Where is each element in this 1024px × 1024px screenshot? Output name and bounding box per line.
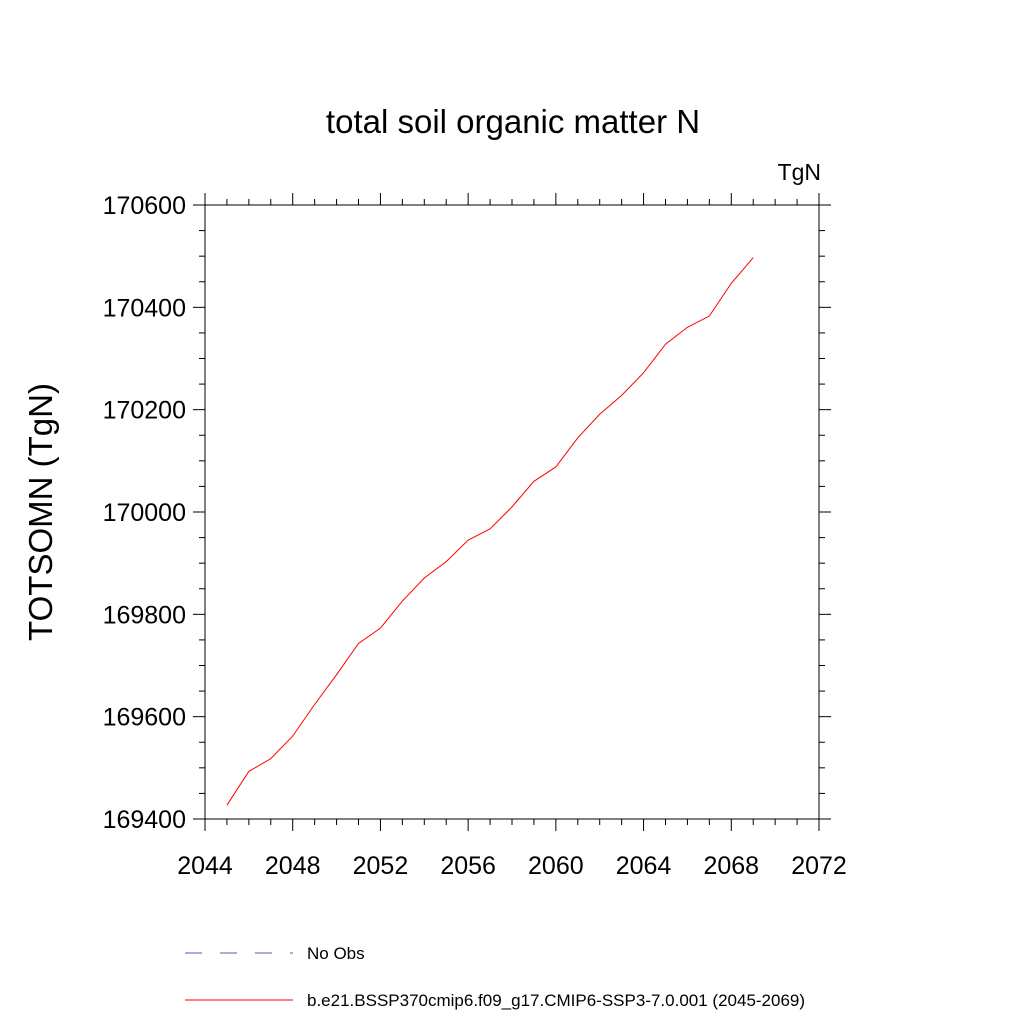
axis-ticks: [193, 193, 831, 831]
y-tick-label: 170200: [103, 397, 186, 425]
legend-label-ssp370: b.e21.BSSP370cmip6.f09_g17.CMIP6-SSP3-7.…: [307, 991, 805, 1010]
y-tick-label: 169400: [103, 806, 186, 834]
series-line-1: [226, 257, 754, 806]
x-tick-label: 2048: [265, 852, 321, 880]
x-tick-label: 2060: [528, 852, 584, 880]
units-label: TgN: [778, 159, 821, 185]
x-tick-label: 2072: [791, 852, 847, 880]
x-tick-label: 2068: [703, 852, 759, 880]
x-tick-label: 2064: [616, 852, 672, 880]
legend-label-no-obs: No Obs: [307, 944, 365, 963]
y-tick-label: 170000: [103, 499, 186, 527]
plot-frame: [204, 204, 820, 820]
y-tick-label: 170400: [103, 294, 186, 322]
plot-series: [226, 257, 754, 806]
y-axis-title: TOTSOMN (TgN): [22, 383, 59, 641]
axis-tick-labels: 2044 2048 2052 2056 2060 2064 2068 2072 169400 16…: [103, 192, 847, 880]
chart-title: total soil organic matter N: [326, 103, 700, 140]
y-tick-label: 170600: [103, 192, 186, 220]
y-tick-label: 169800: [103, 601, 186, 629]
x-tick-label: 2052: [353, 852, 409, 880]
x-tick-label: 2056: [440, 852, 496, 880]
y-tick-label: 169600: [103, 704, 186, 732]
x-tick-label: 2044: [177, 852, 233, 880]
legend: No Obs b.e21.BSSP370cmip6.f09_g17.CMIP6-…: [185, 944, 805, 1010]
